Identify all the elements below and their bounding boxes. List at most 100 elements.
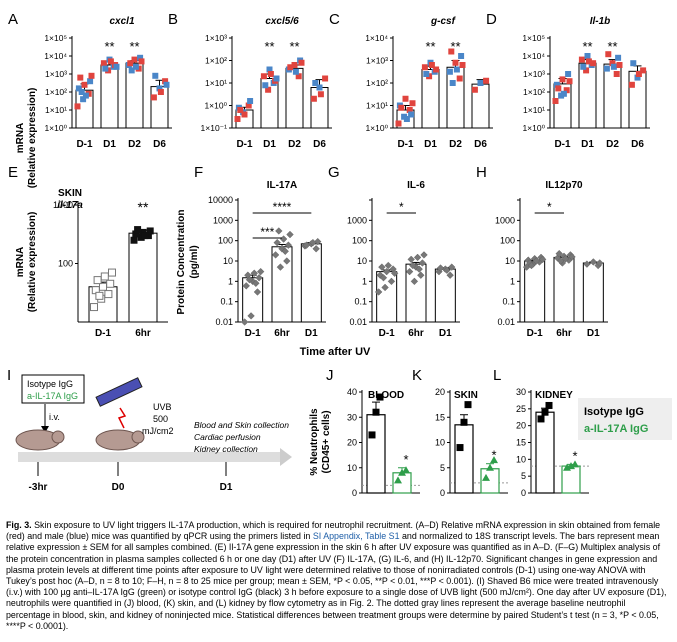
data-point: [265, 86, 272, 93]
y-tick-label: 1×10²: [205, 56, 227, 66]
data-point: [247, 98, 254, 104]
data-point: [423, 71, 430, 77]
data-point: [267, 71, 274, 77]
y-tick-label: 1: [510, 276, 515, 286]
data-point: [102, 65, 109, 72]
data-point: [99, 282, 107, 291]
y-tick-label: 10: [357, 256, 367, 266]
significance-stars: **: [264, 39, 274, 54]
y-tick-label: 0.1: [354, 297, 367, 307]
data-point: [456, 444, 464, 452]
y-tick-label: 1×10¹: [523, 105, 545, 115]
legend-isotype: Isotype IgG: [584, 406, 644, 418]
y-tick-label: 1×10¹: [205, 78, 227, 88]
data-point: [87, 78, 94, 85]
panel-letter-D: D: [486, 11, 497, 28]
data-point: [287, 64, 294, 71]
panel-title-H: IL12p70: [545, 180, 583, 191]
data-point: [557, 257, 565, 265]
data-point: [245, 276, 254, 284]
data-point: [403, 116, 410, 122]
data-point: [378, 263, 386, 271]
data-point: [88, 72, 95, 79]
timeline-bar: [18, 452, 280, 462]
data-point: [104, 290, 113, 299]
significance-stars: ***: [260, 225, 274, 239]
data-point: [374, 288, 383, 296]
uvb-dose: 500: [153, 414, 168, 424]
data-point: [247, 312, 255, 320]
data-point: [428, 62, 435, 68]
data-point: [295, 73, 302, 80]
panel-letter-L: L: [493, 367, 501, 384]
panel-e-y-title: (Relative expression): [27, 212, 38, 313]
significance-stars: **: [289, 39, 299, 54]
bar: [480, 468, 500, 494]
x-tick-label: 6hr: [135, 328, 151, 339]
data-point: [571, 460, 579, 468]
data-point: [95, 291, 104, 300]
data-point: [281, 247, 289, 255]
y-tick-label: 0: [440, 488, 445, 498]
data-point: [398, 104, 405, 111]
significance-stars: **: [450, 39, 460, 54]
si-appendix-link[interactable]: SI Appendix, Table S1: [312, 531, 400, 542]
data-point: [234, 116, 241, 122]
panel-letter-C: C: [329, 11, 340, 28]
x-tick-label: D1: [103, 139, 116, 150]
fgh-y-title: Protein Concentration: [176, 209, 187, 314]
y-tick-label: 20: [516, 421, 526, 431]
data-point: [532, 257, 540, 265]
mouse-head: [131, 430, 145, 444]
y-tick-label: 1×10⁵: [522, 33, 545, 43]
y-tick-label: 1×10²: [366, 78, 388, 88]
data-point: [464, 401, 472, 409]
panel-letter-J: J: [326, 367, 334, 384]
panel-title-C: g-csf: [430, 16, 457, 27]
data-point: [137, 233, 145, 241]
data-point: [93, 276, 102, 285]
data-point: [409, 100, 416, 107]
data-point: [458, 53, 465, 59]
panel-e-y-title: mRNA: [15, 247, 26, 278]
data-point: [131, 56, 138, 63]
data-point: [561, 255, 570, 263]
x-tick-label: D6: [474, 139, 487, 150]
data-point: [271, 251, 280, 259]
data-point: [368, 431, 376, 439]
x-tick-label: D1: [587, 328, 600, 339]
data-point: [615, 54, 622, 61]
y-tick-label: 5: [521, 471, 526, 481]
data-point: [590, 60, 597, 67]
data-point: [106, 279, 115, 288]
data-point: [90, 303, 98, 312]
panel-title-K: SKIN: [454, 390, 478, 401]
data-point: [552, 98, 559, 104]
data-point: [302, 241, 311, 249]
data-point: [252, 279, 260, 287]
x-tick-label: D-1: [236, 139, 253, 150]
significance-stars: *: [399, 200, 404, 214]
x-tick-label: D2: [606, 139, 619, 150]
y-tick-label: 1×10¹: [45, 105, 67, 115]
x-tick-label: 6hr: [274, 328, 290, 339]
data-point: [292, 68, 299, 75]
panel-letter-E: E: [8, 164, 18, 181]
data-point: [405, 267, 414, 276]
timeline-label: D0: [112, 482, 125, 493]
y-tick-label: 1×10⁰: [44, 123, 67, 133]
y-tick-label: 0: [521, 488, 526, 498]
data-point: [460, 418, 468, 426]
data-point: [286, 230, 294, 239]
panel-e-gene: il-17a: [57, 200, 83, 211]
data-point: [276, 263, 285, 271]
data-point: [459, 62, 466, 68]
y-tick-label: 10000: [208, 195, 233, 205]
y-tick-label: 1×10⁴: [365, 33, 388, 43]
panel-letter-B: B: [168, 11, 178, 28]
y-tick-label: 1×10³: [205, 33, 227, 43]
data-point: [640, 67, 647, 74]
y-tick-label: 0.1: [220, 297, 233, 307]
significance-stars: ****: [273, 200, 292, 214]
